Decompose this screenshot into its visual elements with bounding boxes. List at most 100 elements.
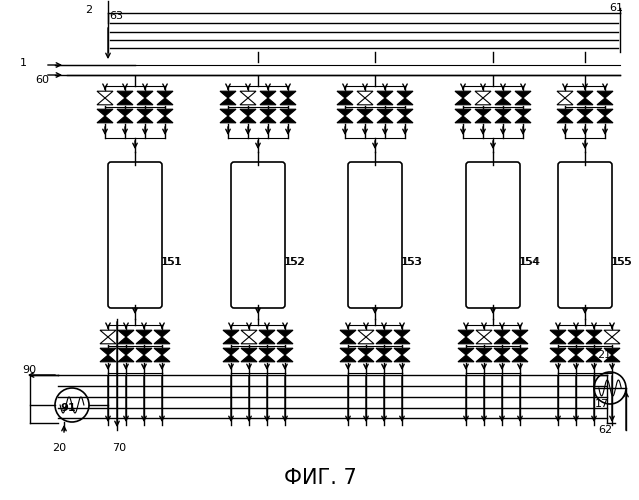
- Polygon shape: [357, 116, 373, 123]
- Polygon shape: [577, 116, 593, 123]
- Polygon shape: [515, 116, 531, 123]
- Polygon shape: [154, 348, 170, 355]
- Polygon shape: [377, 109, 393, 116]
- Text: 2: 2: [85, 5, 92, 15]
- Text: 61: 61: [609, 3, 623, 13]
- Text: 20: 20: [52, 443, 66, 453]
- Polygon shape: [277, 355, 293, 362]
- Polygon shape: [577, 91, 593, 98]
- Polygon shape: [280, 98, 296, 105]
- Polygon shape: [512, 355, 528, 362]
- Polygon shape: [476, 355, 492, 362]
- Polygon shape: [494, 355, 510, 362]
- Polygon shape: [157, 116, 173, 123]
- Polygon shape: [550, 355, 566, 362]
- Polygon shape: [455, 91, 471, 98]
- Polygon shape: [455, 109, 471, 116]
- Polygon shape: [476, 348, 492, 355]
- Text: 151: 151: [162, 257, 183, 267]
- Polygon shape: [458, 348, 474, 355]
- Polygon shape: [136, 330, 152, 337]
- Polygon shape: [117, 109, 133, 116]
- Polygon shape: [260, 98, 276, 105]
- Text: 154: 154: [520, 257, 541, 267]
- Polygon shape: [586, 337, 602, 344]
- Polygon shape: [557, 109, 573, 116]
- Text: 152: 152: [284, 257, 305, 267]
- Polygon shape: [223, 330, 239, 337]
- Text: 60: 60: [35, 75, 49, 85]
- Polygon shape: [223, 355, 239, 362]
- Polygon shape: [494, 330, 510, 337]
- Polygon shape: [220, 116, 236, 123]
- Polygon shape: [394, 355, 410, 362]
- Polygon shape: [154, 330, 170, 337]
- Polygon shape: [397, 98, 413, 105]
- Polygon shape: [340, 355, 356, 362]
- Polygon shape: [495, 109, 511, 116]
- Polygon shape: [157, 98, 173, 105]
- Polygon shape: [394, 337, 410, 344]
- Polygon shape: [515, 91, 531, 98]
- Text: 91: 91: [60, 403, 76, 413]
- Polygon shape: [358, 355, 374, 362]
- Polygon shape: [260, 116, 276, 123]
- Polygon shape: [376, 330, 392, 337]
- Polygon shape: [458, 355, 474, 362]
- Polygon shape: [97, 109, 113, 116]
- Text: 62: 62: [598, 425, 612, 435]
- Text: 155: 155: [612, 257, 633, 267]
- Polygon shape: [136, 337, 152, 344]
- Polygon shape: [512, 330, 528, 337]
- Polygon shape: [494, 348, 510, 355]
- Polygon shape: [597, 116, 613, 123]
- Polygon shape: [512, 348, 528, 355]
- Polygon shape: [259, 337, 275, 344]
- Text: 152: 152: [285, 257, 306, 267]
- Polygon shape: [240, 116, 256, 123]
- Polygon shape: [495, 98, 511, 105]
- Text: 153: 153: [401, 257, 422, 267]
- Polygon shape: [157, 109, 173, 116]
- Polygon shape: [337, 116, 353, 123]
- Polygon shape: [277, 348, 293, 355]
- Polygon shape: [137, 98, 153, 105]
- Polygon shape: [280, 109, 296, 116]
- Polygon shape: [604, 355, 620, 362]
- Polygon shape: [512, 337, 528, 344]
- Polygon shape: [376, 337, 392, 344]
- Polygon shape: [568, 355, 584, 362]
- Polygon shape: [494, 337, 510, 344]
- Polygon shape: [337, 109, 353, 116]
- Text: ФИГ. 7: ФИГ. 7: [284, 468, 357, 488]
- Polygon shape: [280, 116, 296, 123]
- Polygon shape: [495, 91, 511, 98]
- Polygon shape: [137, 116, 153, 123]
- Polygon shape: [337, 98, 353, 105]
- Text: 1: 1: [20, 58, 27, 68]
- Text: 155: 155: [611, 257, 632, 267]
- Polygon shape: [118, 348, 134, 355]
- Polygon shape: [277, 330, 293, 337]
- Polygon shape: [220, 109, 236, 116]
- Polygon shape: [376, 348, 392, 355]
- Polygon shape: [568, 337, 584, 344]
- Text: 153: 153: [402, 257, 423, 267]
- Polygon shape: [475, 109, 491, 116]
- Polygon shape: [118, 330, 134, 337]
- Polygon shape: [397, 91, 413, 98]
- Polygon shape: [515, 98, 531, 105]
- Polygon shape: [597, 91, 613, 98]
- Polygon shape: [220, 98, 236, 105]
- Polygon shape: [515, 109, 531, 116]
- Polygon shape: [377, 116, 393, 123]
- Polygon shape: [550, 330, 566, 337]
- Polygon shape: [550, 337, 566, 344]
- Polygon shape: [97, 116, 113, 123]
- Polygon shape: [394, 348, 410, 355]
- Text: 154: 154: [519, 257, 540, 267]
- Polygon shape: [340, 348, 356, 355]
- Polygon shape: [260, 109, 276, 116]
- Text: 63: 63: [109, 11, 123, 21]
- Polygon shape: [397, 109, 413, 116]
